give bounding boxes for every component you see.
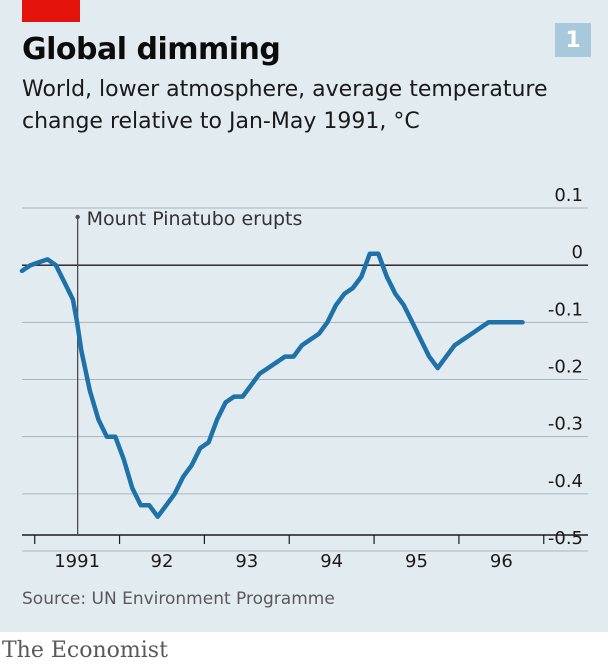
x-tick-label: 94: [320, 551, 343, 572]
brand-red-tag: [22, 0, 80, 22]
y-tick-label: -0.1: [548, 299, 583, 320]
x-tick-label: 1991: [54, 551, 100, 572]
y-tick-label: 0.1: [554, 185, 583, 206]
x-tick-label: 96: [490, 551, 513, 572]
series-layer: [19, 251, 525, 519]
annotation-label: Mount Pinatubo erupts: [87, 208, 303, 230]
tick-labels: 0.1 0 -0.1 -0.2 -0.3 -0.4 -0.5 1991 92 93 94 95 96: [54, 185, 583, 572]
x-tick-label: 92: [151, 551, 174, 572]
x-axis: [22, 534, 588, 544]
chart-number-badge: 1: [555, 23, 591, 57]
y-tick-label: 0: [572, 242, 583, 263]
brand-wordmark: The Economist: [2, 638, 168, 663]
y-tick-label: -0.2: [548, 357, 583, 378]
series-line: [19, 251, 525, 519]
annotation-dot: [75, 214, 80, 220]
annotation: Mount Pinatubo erupts: [75, 208, 302, 535]
gridlines: [22, 207, 588, 552]
chart-subtitle: World, lower atmosphere, average tempera…: [22, 77, 548, 134]
x-tick-label: 95: [405, 551, 428, 572]
line-chart: Mount Pinatubo erupts 0.1 0 -0.1 -0.2 -0.3 -0…: [19, 185, 588, 572]
y-tick-label: -0.5: [548, 528, 583, 549]
y-tick-label: -0.3: [548, 414, 583, 435]
y-tick-label: -0.4: [548, 471, 583, 492]
chart-title: Global dimming: [22, 32, 281, 67]
x-tick-label: 93: [235, 551, 258, 572]
chart-panel: Global dimming 1 World, lower atmosphere…: [0, 0, 608, 632]
source-note: Source: UN Environment Programme: [22, 589, 335, 609]
